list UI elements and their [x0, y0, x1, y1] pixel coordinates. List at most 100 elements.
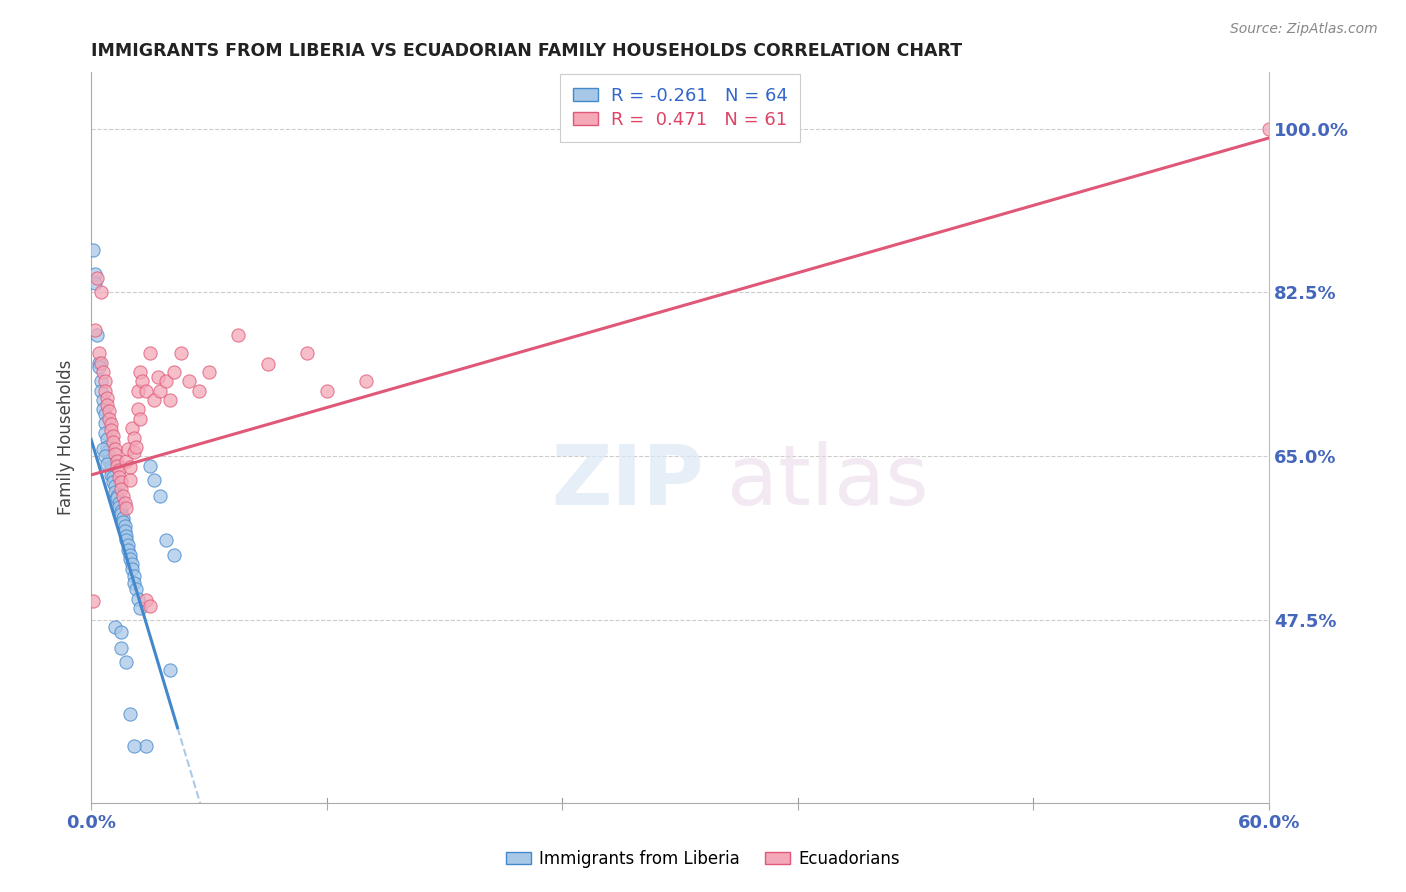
- Point: [114, 496, 136, 510]
- Point: [87, 356, 110, 370]
- Point: [100, 423, 122, 437]
- Point: [104, 447, 127, 461]
- Point: [97, 404, 120, 418]
- Point: [94, 407, 117, 421]
- Legend: R = -0.261   N = 64, R =  0.471   N = 61: R = -0.261 N = 64, R = 0.471 N = 61: [560, 74, 800, 142]
- Point: [188, 384, 211, 398]
- Point: [96, 440, 118, 454]
- Point: [127, 402, 149, 417]
- Point: [110, 503, 132, 517]
- Point: [114, 519, 136, 533]
- Point: [82, 244, 104, 258]
- Point: [198, 365, 221, 379]
- Point: [131, 375, 153, 389]
- Point: [149, 489, 172, 503]
- Point: [315, 384, 337, 398]
- Point: [100, 463, 122, 477]
- Point: [110, 625, 132, 640]
- Point: [104, 619, 127, 633]
- Point: [143, 393, 166, 408]
- Point: [94, 417, 117, 431]
- Point: [90, 384, 112, 398]
- Point: [104, 484, 127, 499]
- Point: [110, 641, 132, 656]
- Point: [117, 442, 139, 456]
- Point: [94, 449, 117, 463]
- Y-axis label: Family Households: Family Households: [58, 359, 75, 516]
- Point: [107, 496, 129, 510]
- Point: [155, 375, 177, 389]
- Point: [256, 358, 278, 372]
- Point: [117, 542, 139, 557]
- Point: [143, 473, 166, 487]
- Point: [115, 655, 138, 669]
- Point: [94, 384, 117, 398]
- Point: [121, 557, 143, 571]
- Point: [110, 482, 132, 496]
- Point: [101, 435, 124, 450]
- Text: Source: ZipAtlas.com: Source: ZipAtlas.com: [1230, 22, 1378, 37]
- Point: [105, 454, 128, 468]
- Point: [104, 442, 127, 456]
- Text: IMMIGRANTS FROM LIBERIA VS ECUADORIAN FAMILY HOUSEHOLDS CORRELATION CHART: IMMIGRANTS FROM LIBERIA VS ECUADORIAN FA…: [91, 42, 962, 60]
- Point: [110, 475, 132, 490]
- Point: [86, 271, 108, 285]
- Point: [107, 463, 129, 477]
- Point: [96, 398, 118, 412]
- Point: [111, 511, 134, 525]
- Point: [170, 346, 193, 360]
- Point: [86, 327, 108, 342]
- Point: [96, 433, 118, 447]
- Point: [114, 524, 136, 538]
- Point: [124, 575, 146, 590]
- Point: [100, 467, 122, 482]
- Text: atlas: atlas: [727, 441, 929, 522]
- Point: [90, 285, 112, 300]
- Point: [91, 365, 114, 379]
- Point: [120, 706, 142, 721]
- Point: [115, 529, 138, 543]
- Point: [115, 500, 138, 515]
- Point: [87, 346, 110, 360]
- Point: [120, 473, 142, 487]
- Point: [111, 489, 134, 503]
- Point: [84, 267, 107, 281]
- Point: [84, 276, 107, 290]
- Point: [105, 491, 128, 506]
- Point: [96, 457, 118, 471]
- Point: [101, 470, 124, 484]
- Point: [96, 391, 118, 405]
- Point: [84, 323, 107, 337]
- Legend: Immigrants from Liberia, Ecuadorians: Immigrants from Liberia, Ecuadorians: [499, 844, 907, 875]
- Point: [111, 515, 134, 529]
- Point: [101, 475, 124, 490]
- Point: [139, 346, 162, 360]
- Point: [129, 411, 152, 425]
- Point: [91, 393, 114, 408]
- Point: [121, 421, 143, 435]
- Point: [87, 360, 110, 375]
- Point: [115, 454, 138, 468]
- Point: [90, 356, 112, 370]
- Point: [159, 663, 181, 677]
- Point: [121, 561, 143, 575]
- Point: [100, 458, 122, 473]
- Point: [139, 458, 162, 473]
- Point: [120, 548, 142, 562]
- Point: [120, 552, 142, 566]
- Point: [146, 369, 169, 384]
- Point: [124, 569, 146, 583]
- Point: [97, 454, 120, 468]
- Point: [129, 600, 152, 615]
- Point: [139, 599, 162, 613]
- Point: [82, 594, 104, 608]
- Point: [127, 591, 149, 606]
- Point: [105, 489, 128, 503]
- Point: [159, 393, 181, 408]
- Point: [97, 449, 120, 463]
- Point: [101, 428, 124, 442]
- Point: [124, 444, 146, 458]
- Point: [1258, 121, 1281, 136]
- Point: [228, 327, 250, 342]
- Point: [105, 458, 128, 473]
